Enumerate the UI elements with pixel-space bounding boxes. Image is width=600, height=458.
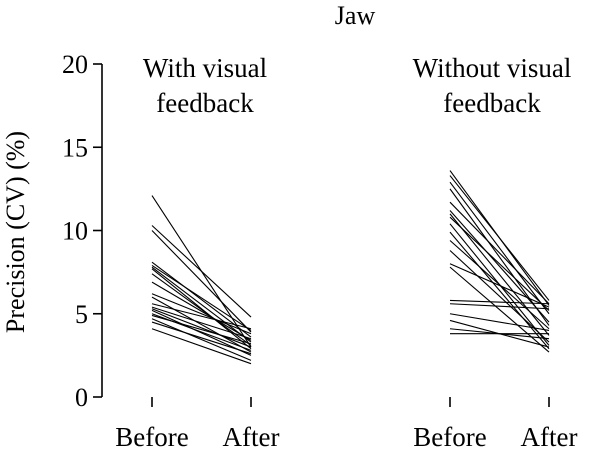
y-tick-label: 5	[75, 300, 88, 329]
subject-line	[449, 263, 550, 308]
y-tick-label: 15	[62, 133, 88, 162]
subject-line	[449, 231, 550, 350]
subject-line	[151, 318, 252, 361]
subject-line	[151, 328, 252, 365]
panel-2: Without visual feedback Before After	[413, 53, 578, 452]
y-ticks: 0 5 10 15 20	[62, 50, 102, 412]
subject-line	[449, 216, 550, 311]
subject-line	[449, 303, 550, 310]
subject-line	[449, 181, 550, 315]
subject-line	[449, 213, 550, 336]
subject-line	[151, 266, 252, 343]
subject-line	[449, 201, 550, 305]
subject-line	[151, 225, 252, 318]
subject-line	[449, 299, 550, 305]
subject-line	[151, 321, 252, 355]
subject-line	[449, 250, 550, 343]
subject-line	[151, 265, 252, 331]
subject-line	[449, 313, 550, 331]
x-tick-label: After	[521, 422, 578, 452]
subject-line	[151, 303, 252, 330]
panel-label: feedback	[443, 88, 541, 118]
y-tick-label: 20	[62, 50, 88, 79]
y-tick-label: 10	[62, 217, 88, 246]
panel-1: With visual feedback Before After	[115, 53, 279, 452]
subject-line	[151, 230, 252, 333]
subject-line	[449, 175, 550, 301]
subject-line	[151, 306, 252, 340]
subject-line	[151, 308, 252, 348]
panel-label: feedback	[156, 88, 254, 118]
x-tick-label: Before	[413, 422, 486, 452]
subject-line	[151, 268, 252, 350]
subject-line	[151, 296, 252, 353]
x-tick-label: Before	[115, 422, 188, 452]
subject-line	[449, 210, 550, 323]
subject-line	[151, 293, 252, 335]
subject-line	[151, 314, 252, 345]
subject-line	[449, 240, 550, 330]
subject-line	[449, 188, 550, 326]
subject-line	[151, 281, 252, 341]
panel-label: Without visual	[413, 53, 572, 83]
y-axis-label: Precision (CV) (%)	[1, 131, 30, 333]
chart-title: Jaw	[335, 1, 376, 30]
x-tick-label: After	[223, 422, 280, 452]
subject-line	[449, 266, 550, 353]
subject-line	[151, 273, 252, 346]
panel-label: With visual	[143, 53, 267, 83]
y-tick-label: 0	[75, 383, 88, 412]
